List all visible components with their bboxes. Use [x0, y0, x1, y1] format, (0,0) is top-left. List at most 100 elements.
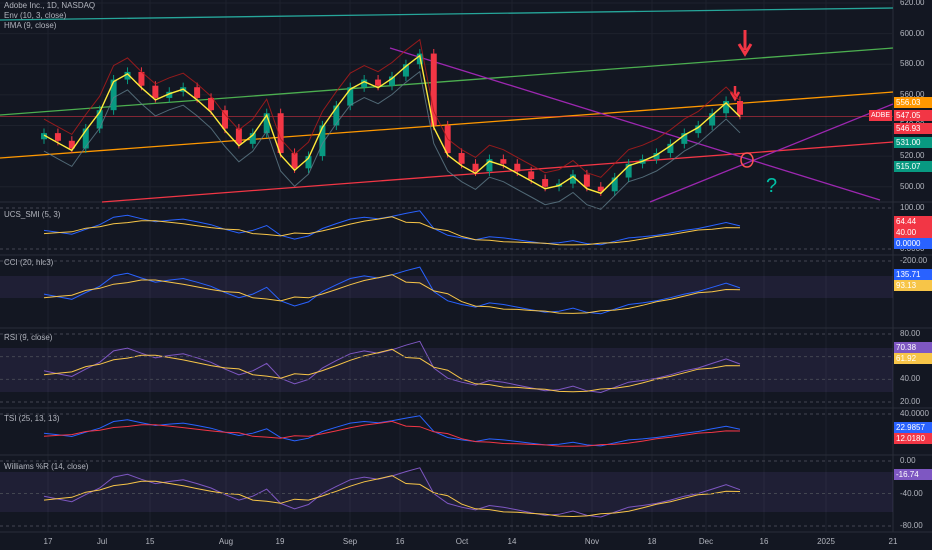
tsi-value-tag: 22.9857: [894, 422, 932, 433]
cci-signal-line: [43, 274, 741, 314]
candle-body: [542, 179, 549, 187]
wr-axis-label: -80.00: [900, 521, 923, 530]
time-label: 16: [395, 537, 405, 546]
time-label: 16: [759, 537, 769, 546]
oscillator-panes: [0, 207, 893, 527]
time-label: 14: [507, 537, 517, 546]
rsi-axis-label: 80.00: [900, 329, 921, 338]
trendline: [0, 47, 894, 116]
candle-body: [653, 153, 660, 160]
last-price-line: [0, 116, 893, 117]
legend-symbol[interactable]: Adobe Inc., 1D, NASDAQ: [4, 1, 96, 10]
candle-body: [597, 186, 604, 192]
rsi-legend[interactable]: RSI (9, close): [4, 333, 53, 342]
candle-body: [305, 156, 312, 169]
down-arrow-marker: [729, 86, 741, 102]
time-label: 21: [888, 537, 898, 546]
tsi-value-tag: 12.0180: [894, 433, 932, 444]
candle-body: [263, 113, 270, 134]
price-tag: 531.00: [894, 137, 932, 148]
candle-body: [709, 113, 716, 126]
smi-axis-label: 100.00: [900, 203, 925, 212]
cci-legend[interactable]: CCI (20, hlc3): [4, 258, 54, 267]
envelope-upper: [43, 38, 741, 178]
time-label: Oct: [455, 537, 469, 546]
cci-band: [0, 276, 893, 298]
candle-body: [291, 153, 298, 169]
smi-value-tag: 0.0000: [894, 238, 932, 249]
rsi-value-tag: 70.38: [894, 342, 932, 353]
candle-body: [319, 125, 326, 157]
candle-body: [221, 110, 228, 129]
time-label: 15: [145, 537, 155, 546]
candle-body: [347, 87, 354, 106]
candle-body: [152, 85, 159, 98]
rsi-signal-line: [43, 348, 741, 393]
indicator-overlays: [43, 38, 741, 210]
tsi-signal-line: [43, 420, 741, 447]
candle-body: [208, 97, 215, 111]
price-tag: 515.07: [894, 161, 932, 172]
time-label: Nov: [584, 537, 600, 546]
candle-body: [583, 174, 590, 187]
price-axis-label: 600.00: [900, 28, 925, 38]
time-label: 19: [275, 537, 285, 546]
price-axis-label: 520.00: [900, 151, 925, 161]
smi-legend[interactable]: UCS_SMI (5, 3): [4, 210, 61, 219]
main-legend: Adobe Inc., 1D, NASDAQ Env (10, 3, close…: [4, 1, 95, 31]
price-axis-label: 580.00: [900, 59, 925, 69]
time-label: 17: [43, 537, 53, 546]
wr-axis-label: 0.00: [900, 456, 916, 465]
candle-body: [138, 71, 145, 86]
candle-body: [681, 133, 688, 144]
cci-value-tag: 93.13: [894, 280, 932, 291]
price-axis-label: 560.00: [900, 89, 925, 99]
tsi-legend[interactable]: TSI (25, 13, 13): [4, 414, 60, 423]
price-tag: 547.05: [894, 110, 932, 121]
candle-body: [611, 177, 618, 192]
candle-body: [124, 71, 131, 80]
candle-body: [194, 87, 201, 98]
trendline: [101, 141, 894, 203]
wr-axis-label: -40.00: [900, 488, 923, 498]
wr-band: [0, 472, 893, 512]
rsi-value-tag: 61.92: [894, 353, 932, 364]
trendline: [0, 91, 894, 159]
trendline: [649, 103, 894, 203]
question-annotation: ?: [766, 175, 777, 197]
candle-body: [737, 101, 743, 115]
candle-body: [361, 79, 368, 88]
legend-envelope[interactable]: Env (10, 3, close): [4, 11, 67, 20]
time-label: Dec: [698, 537, 714, 546]
circle-annotation: [740, 152, 754, 168]
candle-body: [514, 163, 521, 172]
envelope-lower: [43, 70, 741, 210]
candle-body: [667, 143, 674, 154]
down-arrow-marker: [737, 30, 753, 57]
candle-body: [235, 128, 242, 144]
candle-body: [430, 53, 437, 126]
williams-legend[interactable]: Williams %R (14, close): [4, 462, 89, 471]
time-label: 18: [647, 537, 657, 546]
tsi-line: [43, 415, 741, 447]
candle-body: [166, 91, 173, 98]
time-label: Sep: [342, 537, 358, 546]
candle-body: [277, 113, 284, 154]
candle-body: [96, 110, 103, 129]
candle-body: [458, 153, 465, 164]
legend-hma[interactable]: HMA (9, close): [4, 21, 57, 30]
candle-body: [333, 105, 340, 126]
wr-signal-line: [43, 475, 741, 518]
smi-value-tag: 64.44: [894, 216, 932, 227]
cci-axis-label: -200.00: [900, 256, 928, 265]
rsi-axis-label: 20.00: [900, 397, 921, 406]
candle-body: [569, 174, 576, 184]
candle-body: [110, 79, 117, 111]
trendline-drawings: ?: [0, 7, 894, 203]
price-tag: 556.03: [894, 97, 932, 108]
trendline: [0, 7, 894, 21]
candle-body: [82, 128, 89, 149]
candlestick-series: [41, 48, 743, 196]
trendline: [389, 47, 881, 201]
